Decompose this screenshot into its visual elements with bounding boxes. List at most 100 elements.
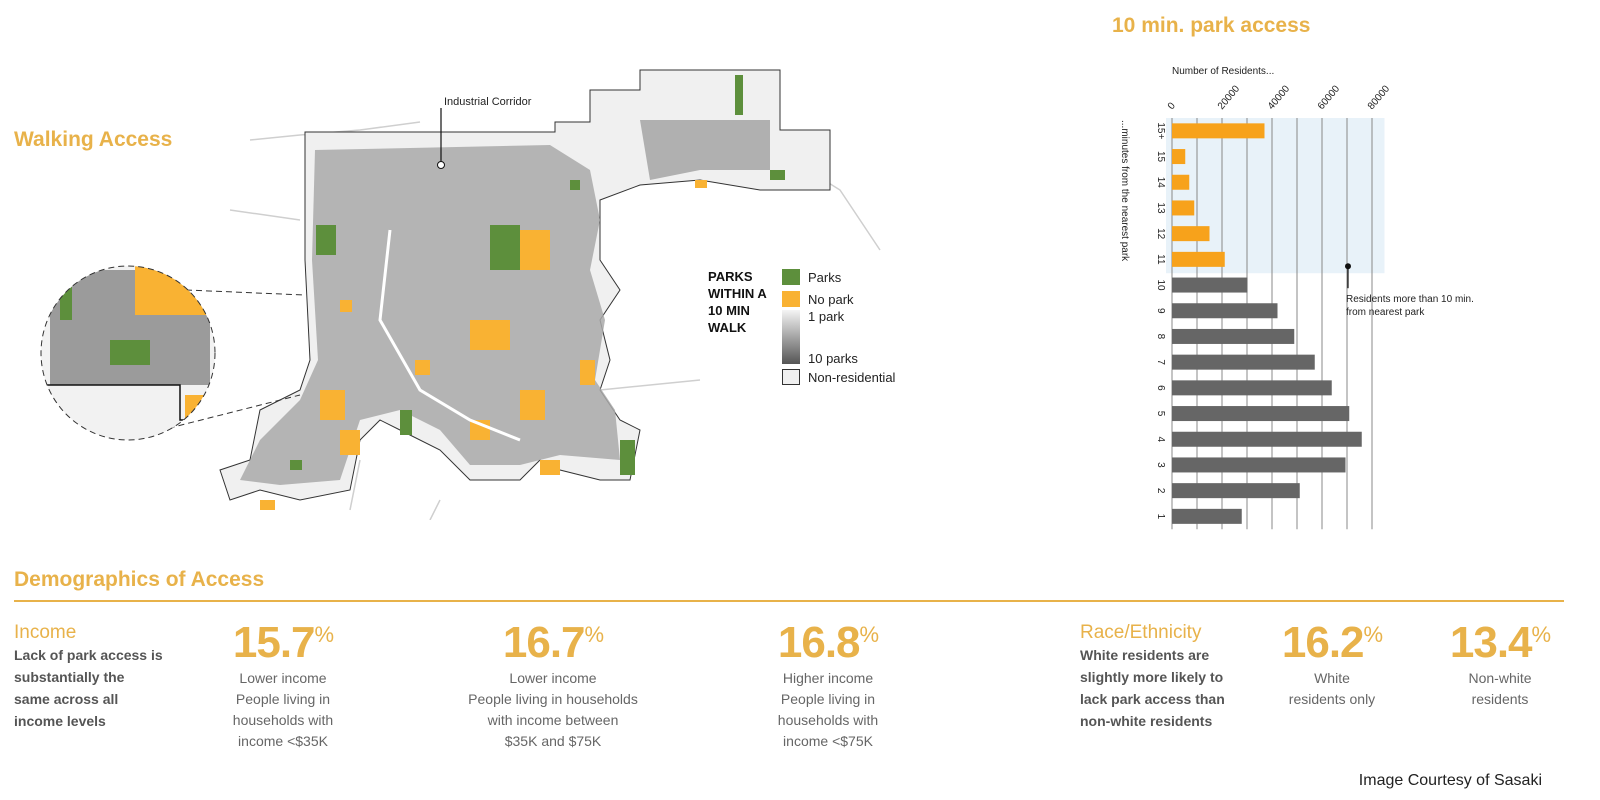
y-tick-label: 13 <box>1155 202 1166 214</box>
park-access-bar-chart: Number of Residents... ...minutes from t… <box>1119 66 1474 530</box>
y-tick-label: 15+ <box>1155 122 1166 139</box>
industrial-corridor-label: Industrial Corridor <box>444 96 532 108</box>
y-tick-label: 6 <box>1155 385 1166 391</box>
legend-item-no-park: No park <box>782 288 895 310</box>
stat-value: 16.8% <box>698 618 958 668</box>
y-tick-label: 10 <box>1155 279 1166 291</box>
legend-label: Parks <box>808 269 842 285</box>
legend-item-parks: Parks <box>782 266 895 288</box>
stat-number: 15.7 <box>232 618 316 667</box>
bar-13 <box>1172 200 1195 216</box>
stat-number: 13.4 <box>1449 618 1533 667</box>
x-tick-label: 80000 <box>1366 83 1393 112</box>
bar-12 <box>1172 226 1210 242</box>
stat-description-line: Non-white <box>1468 670 1532 686</box>
race-heading: Race/Ethnicity <box>1080 622 1202 643</box>
legend-item-gradient: 1 park 10 parks <box>782 310 895 366</box>
y-tick-label: 5 <box>1155 411 1166 417</box>
stat-unit: % <box>1531 622 1552 647</box>
stat-block: 15.7% Lower income People living in househo… <box>153 618 413 752</box>
stat-description-line: White <box>1314 670 1350 686</box>
annotation-text: from nearest park <box>1346 307 1425 318</box>
demographics-title: Demographics of Access <box>14 568 265 591</box>
stat-value: 15.7% <box>153 618 413 668</box>
stat-description-line: Lower income <box>239 670 327 686</box>
inset-circle <box>40 265 216 441</box>
y-tick-label: 3 <box>1155 462 1166 468</box>
y-tick-label: 7 <box>1155 359 1166 365</box>
parks-swatch <box>782 269 800 285</box>
stat-description-line: residents <box>1471 691 1529 707</box>
stat-unit: % <box>1363 622 1384 647</box>
x-tick-label: 0 <box>1166 100 1178 112</box>
stat-block: 16.7% Lower income People living in househ… <box>423 618 683 752</box>
inset-zoom-map <box>41 266 215 440</box>
stat-unit: % <box>859 622 880 647</box>
stat-value: 13.4% <box>1370 618 1600 668</box>
bar-2 <box>1172 483 1300 499</box>
y-tick-label: 9 <box>1155 308 1166 314</box>
park-areas <box>290 75 785 475</box>
y-tick-label: 2 <box>1155 488 1166 494</box>
no-park-swatch <box>782 291 800 307</box>
chart-title: 10 min. park access <box>1112 14 1311 37</box>
bar-15+ <box>1172 123 1265 139</box>
bar-10 <box>1172 277 1248 293</box>
map-legend: Parks No park 1 park 10 parks Non-reside… <box>782 266 895 388</box>
stat-description-line: People living in <box>780 691 876 707</box>
stat-number: 16.7 <box>502 618 586 667</box>
race-summary: White residents are slightly more likely… <box>1080 647 1225 729</box>
y-tick-label: 11 <box>1155 254 1166 265</box>
stat-description-line: People living in <box>235 691 331 707</box>
bar-3 <box>1172 457 1346 473</box>
income-block: Income Lack of park access is substantia… <box>14 622 164 732</box>
stat-block: 13.4% Non-white residents <box>1370 618 1600 710</box>
walking-access-map <box>40 69 881 520</box>
stat-value: 16.7% <box>423 618 683 668</box>
park-count-gradient <box>782 310 800 364</box>
stat-unit: % <box>584 622 605 647</box>
residential-area-ne <box>640 120 770 180</box>
bar-7 <box>1172 354 1315 370</box>
bar-1 <box>1172 508 1242 524</box>
stat-description-line: People living in households <box>468 691 638 707</box>
stat-number: 16.2 <box>1281 618 1365 667</box>
stat-description-line: Higher income <box>782 670 874 686</box>
x-tick-label: 40000 <box>1266 83 1293 112</box>
stat-number: 16.8 <box>777 618 861 667</box>
river <box>378 229 521 442</box>
bar-4 <box>1172 431 1362 447</box>
y-tick-label: 14 <box>1155 177 1166 189</box>
bar-11 <box>1172 251 1225 267</box>
race-block: Race/Ethnicity White residents are sligh… <box>1080 622 1230 732</box>
image-credit: Image Courtesy of Sasaki <box>1358 772 1542 789</box>
stat-block: 16.2% White residents only <box>1202 618 1462 710</box>
y-tick-label: 12 <box>1155 228 1166 240</box>
stat-description-line: income <$35K <box>238 733 328 749</box>
bar-8 <box>1172 328 1295 344</box>
legend-item-non-residential: Non-residential <box>782 366 895 388</box>
highlight-region <box>1166 118 1385 274</box>
y-tick-label: 15 <box>1155 151 1166 163</box>
income-heading: Income <box>14 622 77 643</box>
legend-label: Non-residential <box>808 369 896 385</box>
income-summary: Lack of park access is substantially the… <box>14 647 163 729</box>
y-axis-label: ...minutes from the nearest park <box>1119 120 1130 262</box>
stat-unit: % <box>314 622 335 647</box>
no-park-areas <box>260 180 707 510</box>
stat-description-line: residents only <box>1288 691 1376 707</box>
legend-label: 1 park <box>808 309 845 324</box>
walking-access-title: Walking Access <box>14 128 173 151</box>
stat-value: 16.2% <box>1202 618 1462 668</box>
section-divider <box>14 600 1564 602</box>
y-tick-label: 8 <box>1155 334 1166 340</box>
bar-5 <box>1172 406 1350 422</box>
annotation-text: Residents more than 10 min. <box>1346 294 1474 305</box>
bar-9 <box>1172 303 1278 319</box>
stat-description-line: with income between <box>487 712 619 728</box>
inset-connector-top <box>185 289 306 296</box>
bar-15 <box>1172 149 1186 165</box>
stat-description-line: income <$75K <box>783 733 873 749</box>
legend-title: PARKS WITHIN A 10 MIN WALK <box>708 269 767 335</box>
stat-block: 16.8% Higher income People living in househ… <box>698 618 958 752</box>
